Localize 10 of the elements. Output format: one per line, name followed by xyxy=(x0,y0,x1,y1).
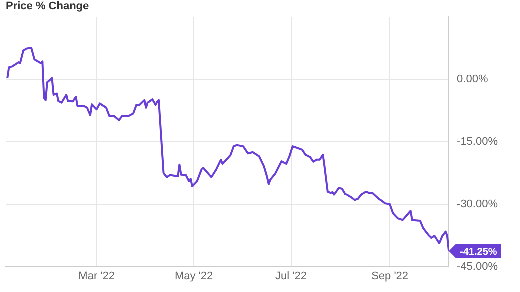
x-tick-label: Mar '22 xyxy=(78,270,116,282)
y-tick-label: -45.00% xyxy=(457,260,498,273)
x-tick-label: May '22 xyxy=(174,270,214,282)
y-tick-label: -15.00% xyxy=(457,136,498,148)
x-tick-label: Sep '22 xyxy=(372,270,409,282)
chart-title: Price % Change xyxy=(6,0,90,13)
y-tick-label: 0.00% xyxy=(457,74,488,86)
annotation: -41.25% xyxy=(460,246,498,258)
y-tick-label: -30.00% xyxy=(457,198,498,210)
x-tick-label: Jul '22 xyxy=(276,270,307,282)
